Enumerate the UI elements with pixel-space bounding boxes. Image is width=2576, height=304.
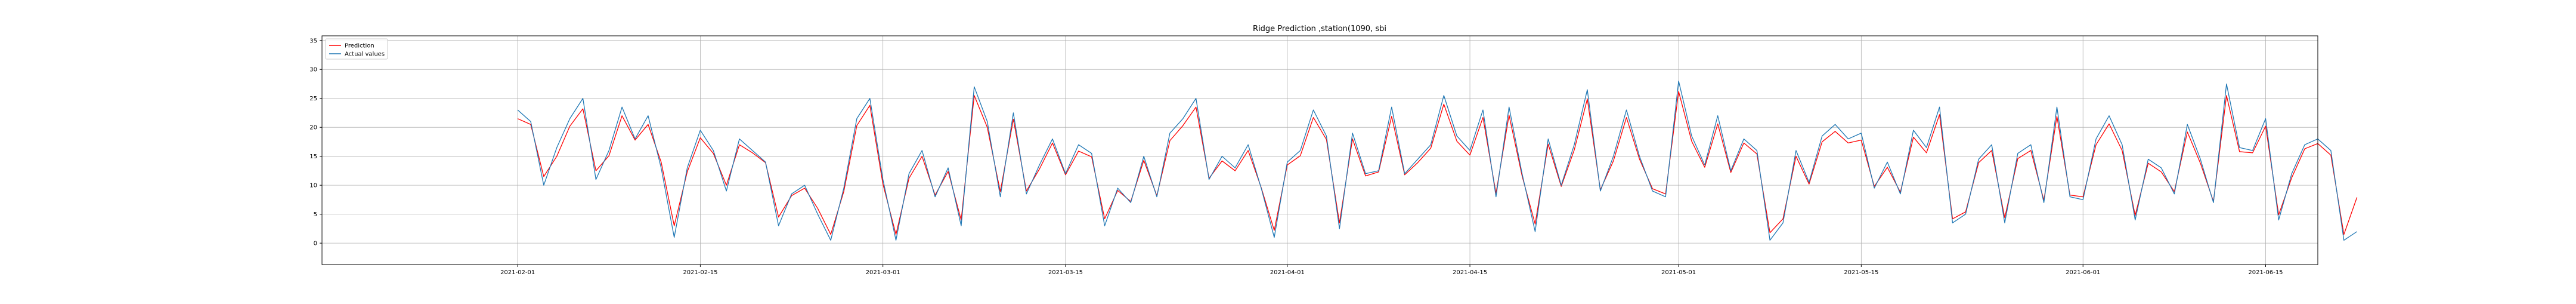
grid-lines — [322, 36, 2318, 265]
x-tick-label: 2021-05-01 — [1661, 269, 1696, 276]
legend-label: Prediction — [345, 43, 374, 50]
y-tick-label: 30 — [309, 67, 317, 73]
x-tick-label: 2021-02-01 — [500, 269, 535, 276]
x-tick-label: 2021-04-15 — [1453, 269, 1487, 276]
x-tick-label: 2021-05-15 — [1844, 269, 1878, 276]
y-tick-label: 10 — [309, 183, 317, 189]
series-line-actual-values — [517, 80, 2357, 241]
y-axis-ticks: 0 5 10 15 20 25 30 35 — [309, 38, 322, 247]
chart-title: Ridge Prediction ,station(1090, sbi — [1253, 24, 1386, 33]
legend-label: Actual values — [345, 51, 385, 58]
x-tick-label: 2021-02-15 — [683, 269, 717, 276]
x-tick-label: 2021-06-15 — [2248, 269, 2283, 276]
x-tick-label: 2021-03-15 — [1048, 269, 1083, 276]
x-tick-label: 2021-06-01 — [2066, 269, 2100, 276]
series-lines — [517, 80, 2358, 241]
plot-area-frame — [321, 35, 2318, 265]
y-tick-label: 0 — [314, 241, 317, 247]
y-tick-label: 20 — [309, 125, 317, 131]
y-tick-label: 5 — [314, 211, 317, 218]
series-line-prediction — [517, 91, 2358, 235]
x-axis-ticks: 2021-02-01 2021-02-15 2021-03-01 2021-03-15… — [500, 265, 2283, 276]
y-tick-label: 15 — [309, 153, 317, 160]
x-tick-label: 2021-04-01 — [1270, 269, 1305, 276]
x-tick-label: 2021-03-01 — [866, 269, 900, 276]
y-tick-label: 35 — [309, 38, 317, 44]
y-tick-label: 25 — [309, 96, 317, 102]
